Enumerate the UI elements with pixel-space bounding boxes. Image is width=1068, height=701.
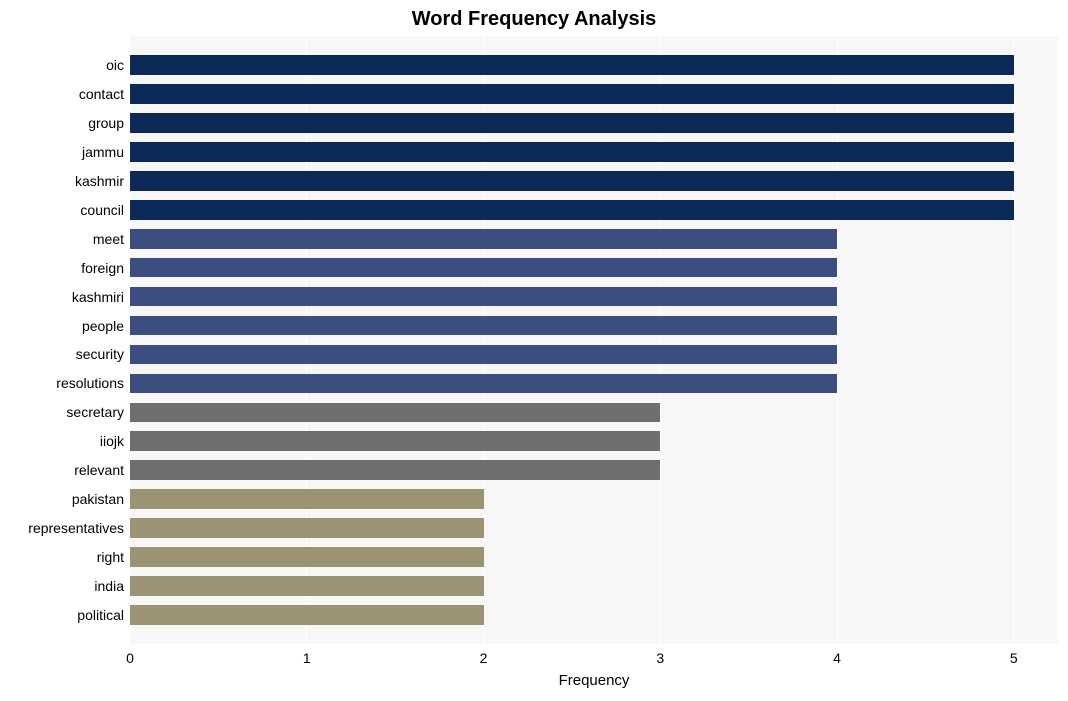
y-tick-label: relevant [74,462,124,478]
bar [130,142,1014,162]
y-tick-label: india [94,578,124,594]
x-tick-label: 0 [110,650,150,666]
y-tick-label: foreign [81,260,124,276]
y-tick-label: jammu [82,144,124,160]
y-tick-label: oic [106,57,124,73]
x-axis-title: Frequency [130,672,1058,689]
y-tick-label: secretary [66,404,124,420]
y-tick-label: kashmir [75,173,124,189]
x-tick-label: 5 [994,650,1034,666]
y-tick-label: political [77,607,124,623]
y-tick-label: iiojk [100,433,124,449]
bar [130,171,1014,191]
bar [130,55,1014,75]
bar [130,345,837,365]
y-tick-label: representatives [28,520,124,536]
y-tick-label: right [97,549,124,565]
bar [130,200,1014,220]
y-tick-label: council [80,202,124,218]
bar [130,489,484,509]
bar [130,316,837,336]
y-tick-label: security [76,346,124,362]
x-tick-label: 3 [640,650,680,666]
y-tick-label: meet [93,231,124,247]
bar [130,287,837,307]
y-tick-label: resolutions [56,375,124,391]
y-tick-label: people [82,318,124,334]
bar [130,229,837,249]
y-tick-label: kashmiri [72,289,124,305]
y-tick-label: pakistan [72,491,124,507]
bar [130,431,660,451]
bar [130,374,837,394]
bar [130,547,484,567]
bar [130,258,837,278]
x-tick-label: 4 [817,650,857,666]
bar [130,460,660,480]
chart-title: Word Frequency Analysis [0,8,1068,31]
bar [130,576,484,596]
plot-area [130,36,1058,644]
chart-container: Word Frequency Analysis Frequency 0 1 2 3 4 5… [0,0,1068,701]
x-tick-label: 1 [287,650,327,666]
bar [130,605,484,625]
bar [130,403,660,423]
y-tick-label: group [88,115,124,131]
bar [130,518,484,538]
y-tick-label: contact [79,86,124,102]
x-tick-label: 2 [464,650,504,666]
bar [130,113,1014,133]
bar [130,84,1014,104]
